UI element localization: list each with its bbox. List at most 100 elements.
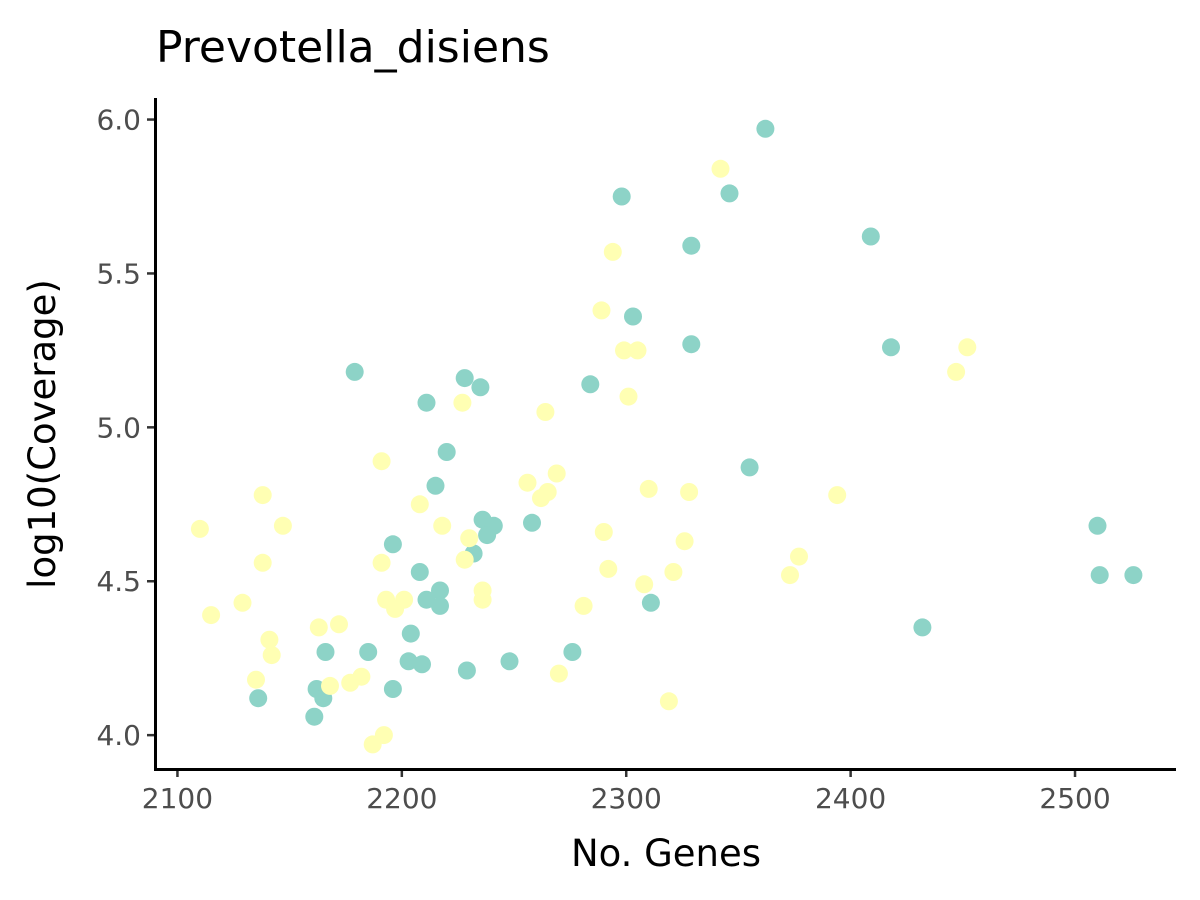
data-point — [386, 599, 405, 618]
data-point — [341, 673, 360, 692]
data-point — [455, 369, 474, 388]
data-point — [947, 362, 966, 381]
data-point — [413, 655, 431, 674]
data-point — [249, 689, 268, 708]
data-point — [659, 692, 678, 711]
data-point — [460, 529, 479, 548]
data-point — [635, 575, 654, 594]
data-point — [536, 403, 555, 421]
data-point — [455, 550, 474, 569]
data-point — [437, 443, 456, 461]
data-point — [603, 242, 622, 261]
data-point — [641, 593, 660, 612]
data-point — [309, 618, 328, 637]
data-point — [532, 489, 550, 508]
data-point — [639, 479, 658, 498]
data-point — [247, 670, 265, 689]
y-axis-ticks: 4.0 4.5 5.0 5.5 6.0 — [96, 104, 155, 752]
data-point — [861, 227, 880, 246]
data-point — [383, 535, 402, 554]
y-axis-title: log10(Coverage) — [21, 279, 64, 589]
data-point — [399, 652, 418, 671]
y-tick-label: 4.5 — [96, 565, 141, 598]
data-point — [882, 338, 900, 357]
chart-title: Prevotella_disiens — [156, 22, 550, 73]
data-point — [790, 547, 808, 566]
data-point — [253, 486, 272, 505]
data-point — [478, 526, 497, 545]
data-point — [410, 495, 429, 514]
x-axis-ticks: 2100 2200 2300 2400 2500 — [142, 769, 1111, 815]
x-tick-label: 2500 — [1039, 782, 1110, 815]
data-point — [372, 452, 391, 471]
data-point — [592, 301, 611, 320]
data-point — [273, 516, 292, 535]
x-tick-label: 2200 — [366, 782, 437, 815]
data-point — [624, 307, 642, 326]
data-point — [359, 643, 378, 661]
data-point — [316, 643, 335, 661]
data-point — [1090, 566, 1109, 585]
data-point — [628, 341, 647, 360]
data-point — [781, 566, 799, 585]
data-point — [305, 707, 324, 726]
data-point — [190, 519, 209, 538]
data-point — [549, 664, 568, 683]
data-point — [321, 676, 339, 695]
data-point — [363, 735, 382, 754]
x-tick-label: 2400 — [815, 782, 886, 815]
x-tick-label: 2300 — [591, 782, 662, 815]
data-point — [574, 596, 593, 615]
data-point — [417, 393, 436, 412]
data-point — [740, 458, 759, 477]
y-tick-label: 4.0 — [96, 719, 141, 752]
data-point — [518, 473, 537, 492]
data-point — [619, 387, 638, 406]
data-point — [682, 236, 701, 255]
data-point — [345, 362, 364, 381]
data-point — [615, 341, 633, 360]
data-point — [682, 335, 701, 354]
data-point — [433, 516, 452, 535]
data-point — [563, 643, 582, 661]
y-tick-label: 6.0 — [96, 104, 141, 137]
y-tick-label: 5.5 — [96, 257, 141, 290]
data-point — [680, 483, 699, 501]
data-point — [756, 119, 775, 138]
data-point — [500, 652, 519, 671]
data-point — [383, 680, 402, 698]
data-point — [711, 159, 730, 178]
data-point — [913, 618, 932, 637]
x-tick-label: 2100 — [142, 782, 213, 815]
data-point — [581, 375, 600, 394]
data-point — [471, 378, 490, 397]
data-point — [202, 606, 221, 625]
data-point — [431, 581, 449, 600]
data-point — [453, 393, 472, 412]
data-point — [260, 630, 279, 649]
data-point — [1124, 566, 1143, 585]
data-point — [410, 563, 429, 581]
data-point — [262, 646, 281, 665]
data-point — [417, 590, 436, 609]
x-axis-title: No. Genes — [571, 832, 761, 875]
data-point — [233, 593, 252, 612]
data-point — [599, 559, 618, 578]
data-point — [547, 464, 566, 483]
data-point — [431, 596, 449, 615]
data-point — [828, 486, 847, 505]
data-point — [612, 187, 631, 206]
data-point — [1088, 516, 1107, 535]
data-point — [594, 523, 613, 541]
data-point — [457, 661, 476, 680]
data-points — [190, 119, 1143, 754]
data-point — [664, 563, 683, 581]
data-point — [330, 615, 348, 634]
data-point — [372, 553, 391, 572]
data-point — [473, 590, 492, 609]
data-point — [720, 184, 739, 203]
y-tick-label: 5.0 — [96, 411, 141, 444]
data-point — [958, 338, 977, 357]
data-point — [426, 476, 445, 495]
